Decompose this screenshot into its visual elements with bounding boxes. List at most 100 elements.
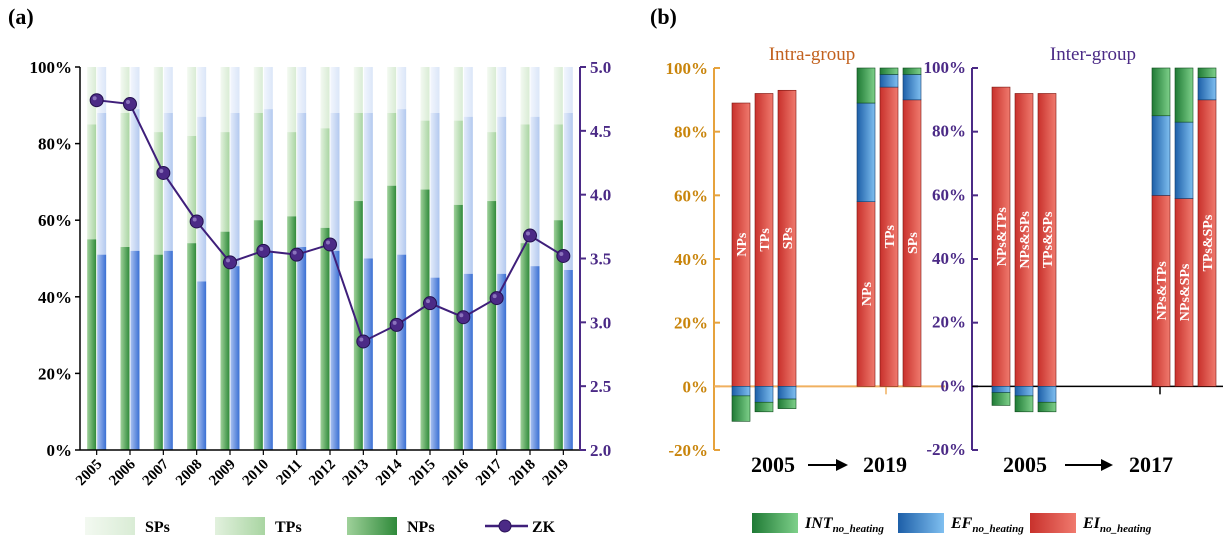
zk-point-highlight-2019 <box>559 251 564 256</box>
bar-blue-mid-2016 <box>463 116 473 274</box>
legend-label-ef: EFno_heating <box>950 515 1024 535</box>
inter-period-end: 2017 <box>1129 452 1173 477</box>
bar-tps-2007 <box>153 132 163 255</box>
bar-blue-inner-2017 <box>497 273 507 450</box>
right-tick-label: 2.5 <box>590 377 611 396</box>
x-tick-label: 2005 <box>73 457 106 490</box>
intra-period-arrow-head <box>836 459 848 471</box>
zk-point-highlight-2009 <box>226 258 230 263</box>
bar-blue-mid-2005 <box>97 112 107 255</box>
legend-ei-main: EI <box>1082 515 1101 532</box>
zk-point-highlight-2007 <box>159 168 164 173</box>
panel-b-legend: INTno_heating EFno_heating EIno_heating <box>752 513 1152 535</box>
bar-blue-mid-2013 <box>363 112 373 259</box>
bar-tps-2010 <box>253 112 263 221</box>
zk-point-2014 <box>389 317 404 332</box>
intra-bar-ef-2005-SPs <box>777 386 797 400</box>
intra-bar-label-2019-TPs: TPs <box>883 224 898 248</box>
right-tick-label: 4.0 <box>590 186 611 205</box>
zk-point-highlight-2015 <box>426 299 430 304</box>
bar-blue-inner-2019 <box>563 269 573 450</box>
bar-tps-2018 <box>520 124 530 244</box>
bar-blue-inner-2007 <box>163 250 173 450</box>
x-tick-label: 2014 <box>373 456 406 489</box>
zk-point-2015 <box>423 296 437 311</box>
bar-blue-mid-2006 <box>130 109 140 251</box>
intra-tick-label: -20% <box>668 441 708 460</box>
bar-blue-outer-2018 <box>530 67 540 117</box>
inter-tick-label: 40% <box>932 249 966 268</box>
bar-blue-inner-2018 <box>530 266 540 450</box>
bar-blue-inner-2016 <box>463 273 473 450</box>
inter-bar-int-2005-TPs&SPs <box>1037 401 1057 413</box>
zk-point-2010 <box>256 243 271 258</box>
intra-bar-int-2019-TPs <box>879 67 899 75</box>
inter-bar-label-2005-NPs&SPs: NPs&SPs <box>1018 211 1033 269</box>
inter-bar-label-2005-NPs&TPs: NPs&TPs <box>995 207 1010 267</box>
bar-blue-inner-2011 <box>297 247 307 450</box>
bar-blue-outer-2015 <box>430 67 440 113</box>
bar-nps-2007 <box>153 254 163 450</box>
bar-nps-2018 <box>520 243 530 450</box>
bar-blue-inner-2013 <box>363 258 373 450</box>
inter-period-arrow-head <box>1101 459 1113 471</box>
zk-point-2008 <box>189 214 204 229</box>
inter-tick-label: 0% <box>941 376 967 395</box>
inter-bar-ef-2005-TPs&SPs <box>1037 386 1057 403</box>
zk-point-2007 <box>156 165 171 180</box>
bar-blue-inner-2009 <box>230 266 240 450</box>
zk-point-2018 <box>523 228 537 243</box>
x-tick-label: 2013 <box>340 457 373 490</box>
intra-bar-label-2005-NPs: NPs <box>735 232 750 257</box>
intra-bar-ef-2005-TPs <box>754 386 774 403</box>
left-tick-label: 40% <box>38 288 72 307</box>
bar-blue-inner-2006 <box>130 250 140 450</box>
intra-bar-int-2005-SPs <box>777 398 797 409</box>
bar-blue-outer-2007 <box>163 67 173 113</box>
bar-blue-inner-2015 <box>430 277 440 450</box>
inter-bar-ef-2005-NPs&TPs <box>991 386 1011 394</box>
legend-label-ei: EIno_heating <box>1082 515 1152 535</box>
x-tick-label: 2018 <box>506 457 539 490</box>
bar-sps-2017 <box>487 67 497 133</box>
intra-title: Intra-group <box>769 44 856 65</box>
bar-blue-inner-2008 <box>197 281 207 450</box>
intra-tick-label: 80% <box>674 123 708 142</box>
bar-blue-mid-2017 <box>497 116 507 274</box>
bar-nps-2011 <box>287 216 297 450</box>
inter-bar-int-2005-NPs&SPs <box>1014 395 1034 413</box>
bar-blue-outer-2013 <box>363 67 373 113</box>
intra-bar-ef-2019-NPs <box>856 102 876 203</box>
zk-point-highlight-2011 <box>292 250 297 255</box>
intra-bar-ef-2019-TPs <box>879 74 899 88</box>
bar-nps-2017 <box>487 201 497 450</box>
x-tick-label: 2007 <box>140 456 173 489</box>
bar-blue-outer-2019 <box>563 67 573 113</box>
legend-swatch-ef <box>898 513 944 533</box>
inter-bar-int-2005-NPs&TPs <box>991 392 1011 406</box>
bar-tps-2008 <box>187 135 197 244</box>
bar-tps-2012 <box>320 128 330 228</box>
intra-tick-label: 0% <box>683 377 709 396</box>
bar-blue-inner-2005 <box>97 254 107 450</box>
legend-swatch-int <box>752 513 798 533</box>
bar-tps-2013 <box>353 112 363 202</box>
inter-bar-ef-2005-NPs&SPs <box>1014 386 1034 397</box>
bar-nps-2012 <box>320 227 330 450</box>
inter-tick-label: -20% <box>926 440 966 459</box>
bar-nps-2008 <box>187 243 197 450</box>
inter-bar-label-2017-NPs&SPs: NPs&SPs <box>1178 263 1193 321</box>
inter-bar-int-2017-TPs&SPs <box>1197 67 1217 78</box>
intra-bar-int-2019-NPs <box>856 67 876 104</box>
bar-tps-2014 <box>387 112 397 186</box>
inter-bar-label-2017-TPs&SPs: TPs&SPs <box>1201 214 1216 271</box>
bar-blue-mid-2009 <box>230 112 240 267</box>
bar-sps-2016 <box>453 67 463 121</box>
panel-b-chart: Intra-group -20% 0% 20% 40% 60% 80% 100% NPs TPs S… <box>666 44 1223 477</box>
bar-sps-2007 <box>153 67 163 133</box>
intra-bar-label-2005-SPs: SPs <box>781 227 796 249</box>
bar-blue-outer-2009 <box>230 67 240 113</box>
bar-sps-2012 <box>320 67 330 129</box>
bar-tps-2009 <box>220 132 230 232</box>
inter-tick-label: 60% <box>932 185 966 204</box>
